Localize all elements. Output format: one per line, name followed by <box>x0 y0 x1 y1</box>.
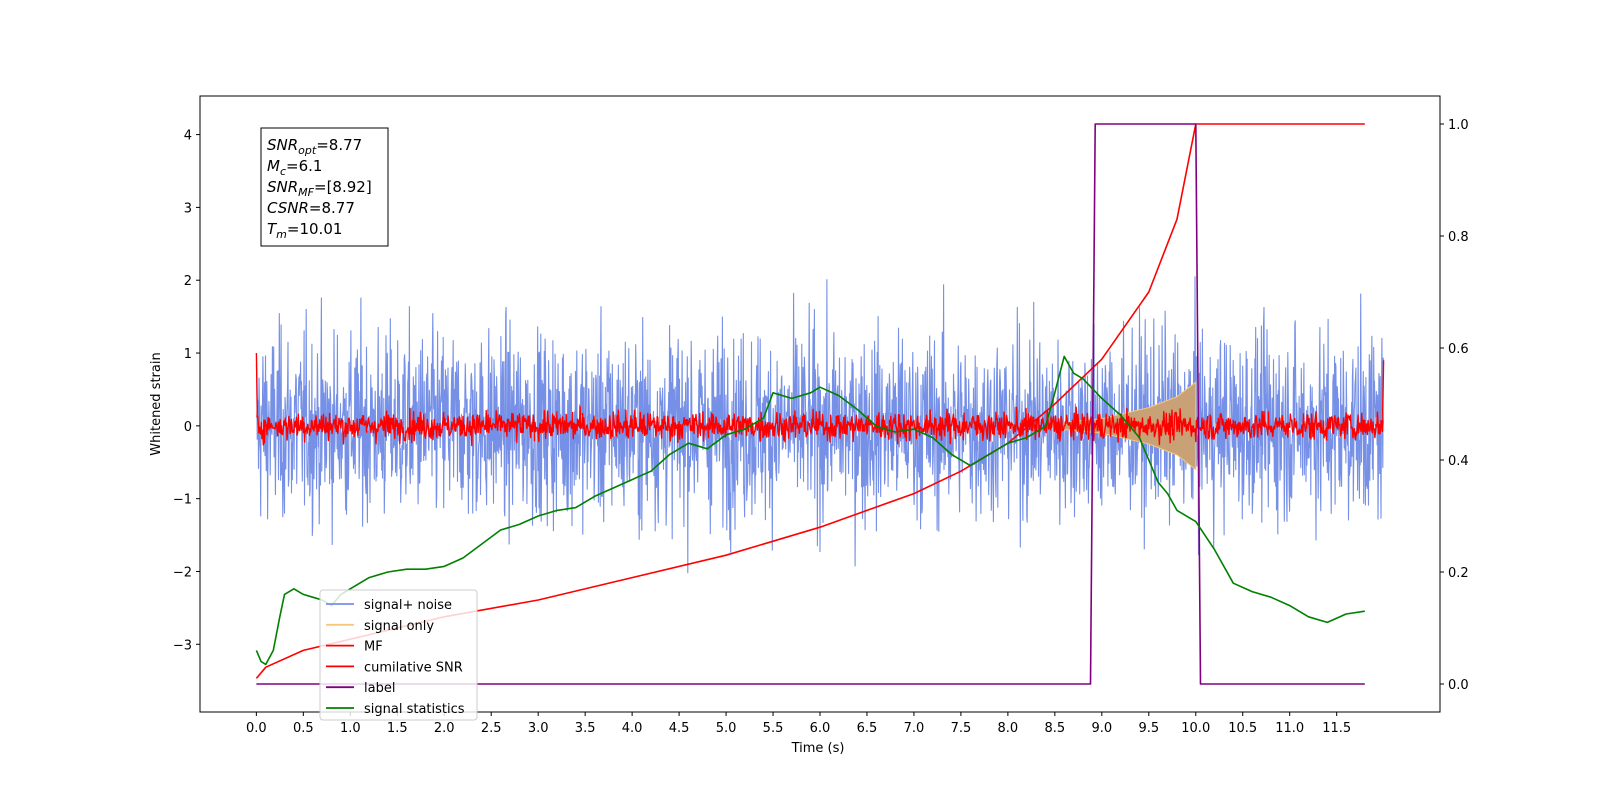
x-tick-label: 0.5 <box>293 721 314 736</box>
axes-layer: 0.0 0.5 1.0 1.5 2.0 2.5 3.0 3.5 4.0 4.5 5.0 5.5 6.0 6… <box>173 118 1469 736</box>
x-tick-label: 9.0 <box>1091 721 1112 736</box>
legend-label-mf: MF <box>364 640 383 655</box>
x-tick-label: 11.5 <box>1322 721 1351 736</box>
x-tick-label: 4.5 <box>669 721 690 736</box>
info-line: Tm=10.01 <box>267 220 342 241</box>
y-right-tick-label: 0.8 <box>1448 230 1469 245</box>
mf-line <box>255 352 1385 447</box>
y-right-tick-label: 0.6 <box>1448 342 1469 357</box>
x-tick-label: 10.0 <box>1181 721 1210 736</box>
x-tick-label: 7.0 <box>904 721 925 736</box>
y-left-tick-label: 3 <box>184 201 192 216</box>
legend-label-signal-statistics: signal statistics <box>364 702 465 717</box>
legend-label-cumilative-snr: cumilative SNR <box>364 660 463 675</box>
x-tick-label: 7.5 <box>951 721 972 736</box>
x-tick-label: 3.5 <box>575 721 596 736</box>
label-line <box>256 123 1365 685</box>
x-tick-label: 6.0 <box>810 721 831 736</box>
x-tick-label: 5.5 <box>763 721 784 736</box>
y-left-tick-label: 0 <box>184 420 192 435</box>
legend-label-signal-only: signal only <box>364 619 434 634</box>
x-tick-label: 2.0 <box>434 721 455 736</box>
x-tick-label: 4.0 <box>622 721 643 736</box>
x-tick-label: 3.0 <box>528 721 549 736</box>
x-tick-label: 1.0 <box>340 721 361 736</box>
x-tick-label: 1.5 <box>387 721 408 736</box>
info-line: CSNR=8.77 <box>267 199 355 217</box>
x-tick-label: 9.5 <box>1138 721 1159 736</box>
info-line: SNRMF=[8.92] <box>267 178 372 199</box>
x-tick-label: 8.5 <box>1045 721 1066 736</box>
y-left-tick-label: 1 <box>184 347 192 362</box>
y-left-tick-label: 2 <box>184 274 192 289</box>
y-right-tick-label: 1.0 <box>1448 118 1469 133</box>
legend-frame <box>319 589 478 721</box>
x-tick-label: 11.0 <box>1275 721 1304 736</box>
y-left-tick-label: −1 <box>173 493 192 508</box>
y-left-tick-label: −3 <box>173 638 192 653</box>
y-left-tick-label: −2 <box>173 565 192 580</box>
info-line: SNRopt=8.77 <box>267 136 362 157</box>
x-tick-label: 10.5 <box>1228 721 1257 736</box>
y-right-tick-label: 0.2 <box>1448 566 1469 581</box>
x-tick-label: 6.5 <box>857 721 878 736</box>
y-right-tick-label: 0.4 <box>1448 454 1469 469</box>
legend-label-label: label <box>364 681 395 696</box>
x-tick-label: 2.5 <box>481 721 502 736</box>
y-left-tick-label: 4 <box>184 129 192 144</box>
y-axis-label: Whitened strain <box>149 352 164 455</box>
y-right-tick-label: 0.0 <box>1448 678 1469 693</box>
info-box-frame <box>260 127 389 247</box>
legend: signal+ noise signal only MF cumilative SNR… <box>319 589 478 721</box>
info-line: Mc=6.1 <box>267 157 322 178</box>
legend-label-signal-noise: signal+ noise <box>364 598 452 613</box>
x-tick-label: 5.0 <box>716 721 737 736</box>
x-tick-label: 0.0 <box>246 721 267 736</box>
x-axis-label: Time (s) <box>791 741 845 756</box>
mf-layer <box>255 352 1385 447</box>
x-tick-label: 8.0 <box>998 721 1019 736</box>
